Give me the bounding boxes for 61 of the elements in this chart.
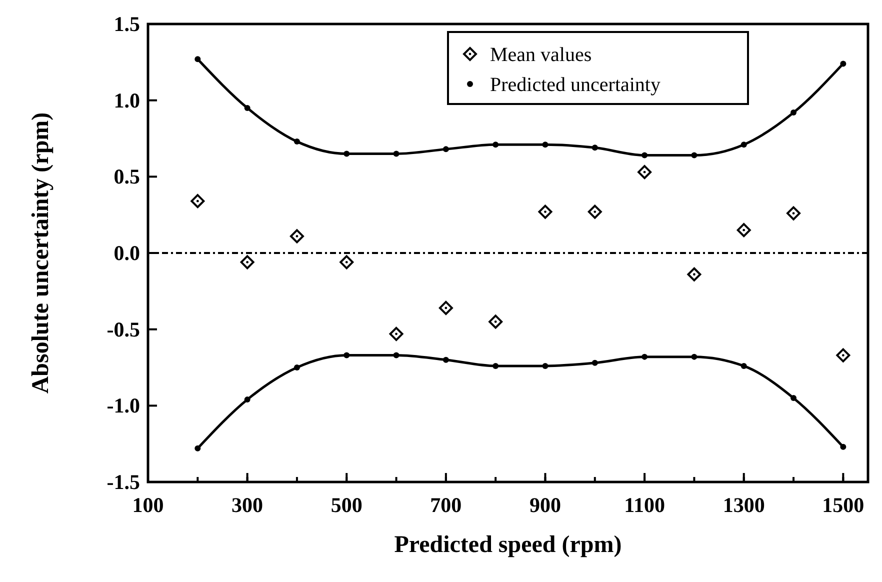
point [542,142,548,148]
point [542,362,548,369]
point [244,104,250,111]
x-tick-label: 1500 [822,493,864,517]
x-tick-label: 700 [430,493,462,517]
point [344,352,350,358]
point [840,60,846,67]
x-tick-label: 900 [529,493,561,517]
point [790,110,797,116]
point [393,150,400,157]
point [836,348,850,362]
y-tick-label: 0.0 [114,241,140,265]
point [492,362,499,369]
point [194,445,201,452]
x-tick-label: 100 [132,493,164,517]
y-tick-label: -1.0 [106,394,140,418]
x-tick-label: 500 [330,493,362,517]
point [294,138,300,145]
legend-label: Predicted uncertainty [490,74,660,96]
point [790,395,797,402]
point [438,300,453,315]
point [194,56,201,62]
point [642,152,648,158]
point [736,223,751,238]
x-tick-label: 1300 [722,493,765,517]
point [488,314,503,329]
point [687,267,702,282]
point [592,144,598,151]
point [740,142,747,148]
point [786,206,801,220]
point [340,255,354,270]
point [244,396,250,403]
point [740,362,747,369]
point [592,360,598,366]
point [691,152,698,158]
y-tick-label: 1.0 [114,88,140,112]
point [442,356,449,363]
point [294,364,300,370]
y-tick-label: -1.5 [106,470,140,494]
point [538,204,552,219]
x-tick-label: 300 [232,493,264,517]
point [389,326,404,341]
y-tick-label: 0.5 [114,164,140,189]
point [691,354,698,360]
point [492,142,499,148]
point [442,146,449,152]
point [840,444,846,450]
x-axis-title: Predicted speed (rpm) [394,532,622,558]
legend-label: Mean values [490,44,592,66]
point [393,352,400,358]
y-axis-title: Absolute uncertainty (rpm) [28,112,54,394]
point [638,165,652,180]
y-tick-label: 1.5 [114,12,140,36]
point [344,150,350,157]
y-tick-label: -0.5 [106,317,140,342]
x-tick-label: 1100 [624,493,665,517]
point [240,255,254,270]
point [290,229,304,244]
point [588,204,602,219]
point [642,354,648,360]
point [190,194,205,208]
